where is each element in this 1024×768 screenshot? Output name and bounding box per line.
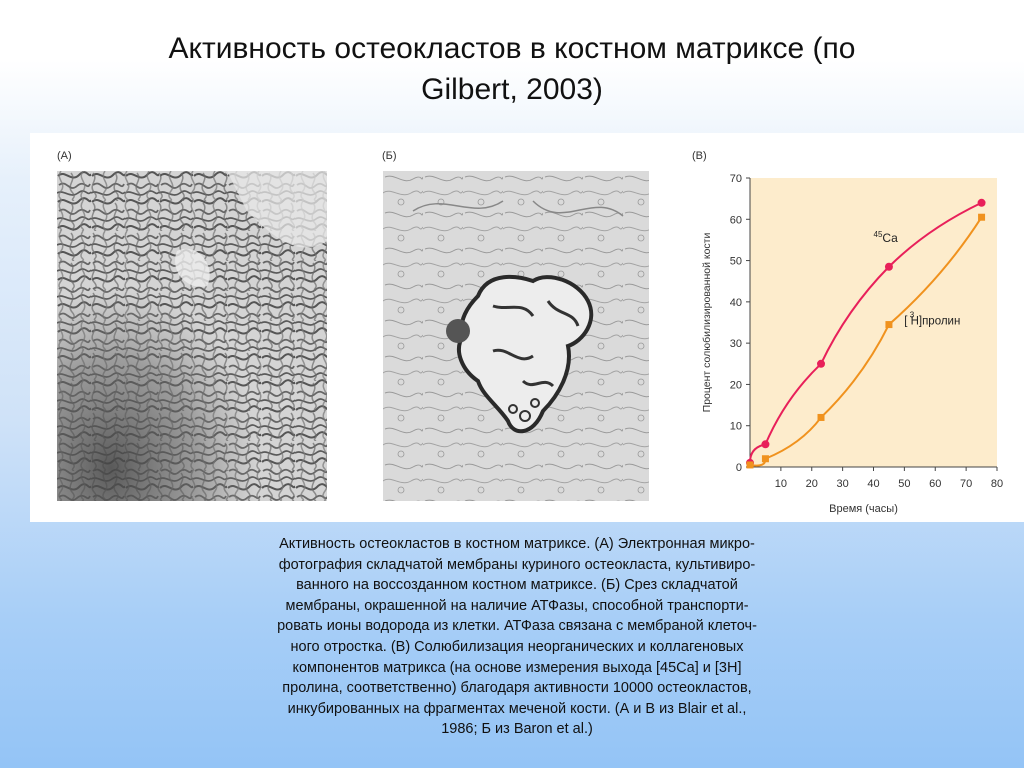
caption-line: ного отростка. (В) Солюбилизация неорган… bbox=[290, 638, 744, 655]
y-tick-label: 20 bbox=[730, 379, 742, 391]
data-point bbox=[978, 213, 986, 221]
series-label-proline: 3[ H]пролин bbox=[904, 311, 960, 328]
slide-title-line2: Gilbert, 2003) bbox=[421, 73, 603, 106]
figure-caption: Активность остеокластов в костном матрик… bbox=[222, 534, 812, 740]
caption-line: пролина, соответственно) благодаря актив… bbox=[282, 680, 752, 697]
y-tick-label: 60 bbox=[730, 214, 742, 226]
caption-line: ровать ионы водорода из клетки. АТФаза с… bbox=[277, 618, 757, 635]
data-point bbox=[761, 440, 770, 449]
y-tick-label: 50 bbox=[730, 256, 742, 268]
data-point bbox=[746, 461, 754, 469]
x-tick-label: 80 bbox=[991, 478, 1003, 490]
caption-line: ванного на воссозданном костном матриксе… bbox=[296, 577, 738, 594]
solubilization-chart: 0 10 20 30 40 50 60 70 10 20 30 40 50 60 70 80 Время (ча… bbox=[701, 173, 1003, 515]
series-label-ca: 45Ca bbox=[874, 230, 899, 245]
data-point bbox=[761, 455, 769, 463]
x-tick-label: 60 bbox=[929, 478, 941, 490]
caption-line: компонентов матрикса (на основе измерени… bbox=[292, 659, 742, 676]
micrograph-a-image bbox=[57, 171, 327, 501]
figure-panel: (А) (Б) (В) bbox=[30, 133, 1024, 522]
caption-line: Активность остеокластов в костном матрик… bbox=[279, 536, 755, 552]
x-tick-label: 10 bbox=[775, 478, 787, 490]
data-point bbox=[817, 359, 826, 368]
data-point bbox=[817, 413, 825, 421]
caption-line: фотография складчатой мембраны куриного … bbox=[278, 556, 756, 573]
data-point bbox=[884, 262, 893, 271]
data-point bbox=[885, 321, 893, 329]
data-point bbox=[977, 198, 986, 207]
caption-line: 1986; Б из Baron et al.) bbox=[441, 721, 593, 738]
slide-title-line1: Активность остеокластов в костном матрик… bbox=[168, 32, 856, 65]
x-tick-label: 50 bbox=[898, 478, 910, 490]
y-tick-label: 40 bbox=[730, 297, 742, 309]
slide-title: Активность остеокластов в костном матрик… bbox=[60, 28, 964, 110]
x-tick-label: 70 bbox=[960, 478, 972, 490]
panel-a-label: (А) bbox=[57, 150, 72, 162]
x-tick-label: 20 bbox=[806, 478, 818, 490]
panel-b-label: (Б) bbox=[382, 150, 397, 162]
x-axis-title: Время (часы) bbox=[829, 503, 898, 515]
y-axis-title: Процент солюбилизированной кости bbox=[701, 233, 713, 413]
caption-line: мембраны, окрашенной на наличие АТФазы, … bbox=[285, 597, 749, 614]
x-tick-label: 40 bbox=[867, 478, 879, 490]
y-tick-label: 0 bbox=[736, 462, 742, 474]
x-tick-label: 30 bbox=[837, 478, 849, 490]
panel-c-label: (В) bbox=[692, 150, 707, 162]
caption-line: инкубированных на фрагментах меченой кос… bbox=[287, 700, 747, 717]
y-tick-label: 30 bbox=[730, 338, 742, 350]
micrograph-b-image bbox=[383, 171, 649, 501]
y-tick-label: 70 bbox=[730, 173, 742, 185]
y-tick-label: 10 bbox=[730, 421, 742, 433]
plot-area bbox=[750, 178, 997, 467]
